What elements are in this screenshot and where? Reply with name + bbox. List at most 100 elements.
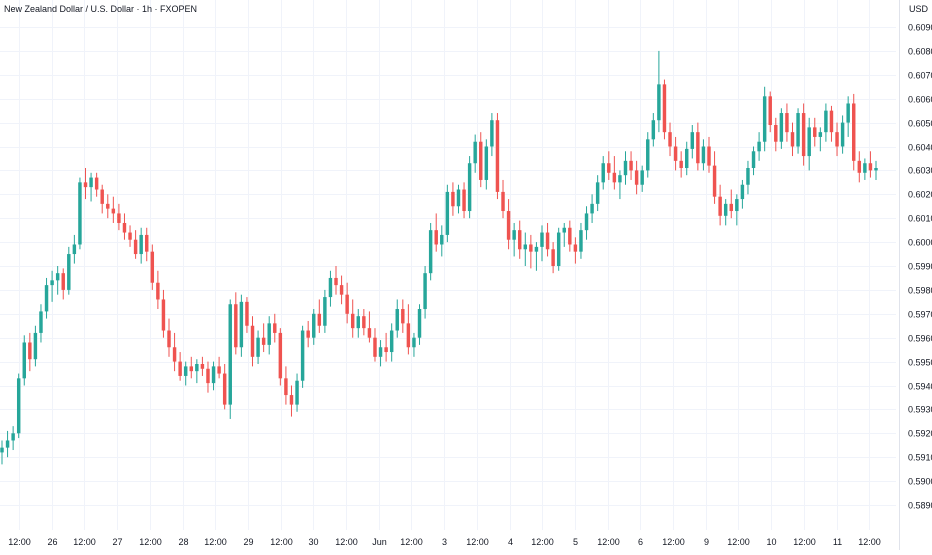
candle (178, 352, 182, 381)
candle (22, 335, 26, 386)
candle-body (278, 332, 283, 379)
time-tick-label: 29 (243, 537, 253, 547)
candle (857, 151, 862, 183)
candle-body (824, 110, 828, 133)
price-tick-label: 0.59100 (908, 453, 932, 463)
candle-body (389, 330, 394, 353)
candle-body (289, 395, 294, 405)
candle (495, 113, 500, 200)
candle-body (339, 285, 344, 295)
candle-body (211, 366, 216, 384)
candle-body (629, 160, 633, 171)
candle (389, 323, 394, 362)
candle-body (701, 146, 706, 164)
candle-body (456, 189, 461, 207)
candle-body (250, 325, 255, 357)
candle-body (801, 113, 806, 157)
candle (412, 332, 416, 357)
price-tick-label: 0.60700 (908, 71, 932, 81)
candle-body (545, 232, 550, 250)
candle-body (579, 230, 583, 252)
price-tick-label: 0.60800 (908, 47, 932, 57)
candle (100, 184, 104, 214)
candle-body (328, 277, 333, 298)
candle-body (640, 170, 644, 185)
candle-body (746, 168, 750, 185)
candle (852, 93, 856, 171)
candle-body (840, 122, 845, 147)
candle (651, 113, 656, 147)
candle-body (696, 132, 700, 164)
time-axis[interactable]: 12:00 26 12:00 27 12:00 28 12:00 29 12:00 30 12:00… (8, 537, 881, 547)
time-tick-label: 11 (833, 537, 842, 547)
candle-body (451, 191, 455, 207)
candle-body (551, 249, 555, 266)
candle-body (818, 132, 823, 137)
candle (261, 323, 266, 353)
candle-body (222, 373, 227, 405)
currency-label: USD (909, 4, 929, 14)
candle (55, 266, 60, 295)
candle-body (300, 330, 305, 381)
candle-body (584, 213, 589, 231)
price-tick-label: 0.60900 (908, 23, 932, 33)
candle-body (350, 313, 355, 329)
candle (840, 115, 845, 154)
candle-body (345, 294, 349, 314)
candle (634, 160, 639, 195)
candle (829, 105, 834, 142)
price-axis[interactable]: 0.60900 0.60800 0.60700 0.60600 0.60500 0.604… (908, 23, 932, 511)
candle-body (751, 151, 756, 169)
time-tick-label: 12:00 (400, 537, 423, 547)
price-tick-label: 0.60600 (908, 95, 932, 105)
candle (863, 158, 867, 180)
time-tick-label: 12:00 (466, 537, 489, 547)
candle (284, 366, 288, 405)
candle-body (317, 313, 322, 326)
candle (467, 156, 472, 219)
candle-body (200, 363, 205, 369)
price-tick-label: 0.59300 (908, 405, 932, 415)
candle (406, 304, 411, 355)
candle (612, 156, 617, 190)
candle (306, 320, 310, 348)
candle-body (16, 378, 21, 434)
candle-body (67, 254, 71, 290)
candle (868, 151, 873, 178)
candle-body (707, 146, 711, 166)
candle-body (590, 203, 594, 214)
candle-body (295, 380, 299, 405)
candle (434, 213, 438, 252)
candle (278, 328, 283, 386)
time-tick-label: 28 (178, 537, 188, 547)
candle-body (172, 347, 177, 362)
candle-body (762, 96, 767, 142)
candle (133, 230, 138, 259)
candle (796, 108, 800, 154)
candle (211, 361, 216, 391)
price-tick-label: 0.59400 (908, 382, 932, 392)
candle-body (72, 244, 77, 255)
candle-body (523, 244, 528, 250)
time-tick-label: 12:00 (139, 537, 162, 547)
candle (250, 316, 255, 367)
candle-body (517, 230, 522, 250)
candle-body (740, 184, 745, 200)
candle (222, 363, 227, 410)
candle (273, 313, 277, 343)
time-tick-label: 12:00 (793, 537, 816, 547)
candle (595, 175, 600, 212)
candle (94, 172, 99, 197)
candle-body (757, 141, 761, 152)
candle-body (623, 160, 628, 176)
candle (300, 325, 305, 388)
candle (701, 139, 706, 171)
candle (623, 151, 628, 185)
time-tick-label: 3 (442, 537, 447, 547)
candle (562, 222, 566, 247)
candle-body (22, 342, 26, 379)
candle (239, 294, 244, 357)
candle-body (690, 132, 695, 149)
